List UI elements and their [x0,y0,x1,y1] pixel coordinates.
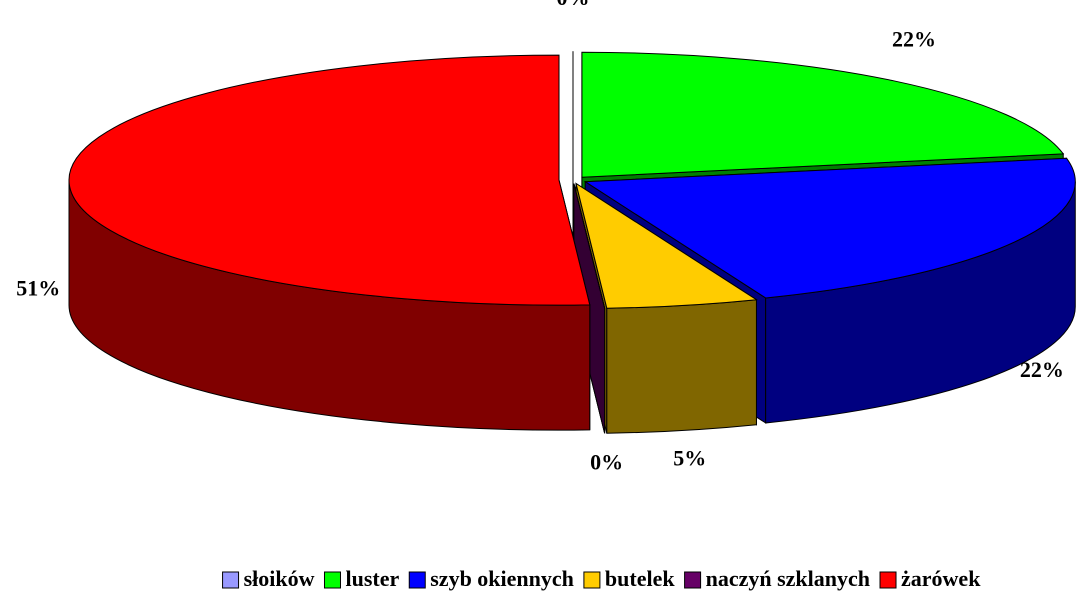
tops [68,51,1076,309]
legend-label: żarówek [901,566,981,591]
data-label: 0% [557,0,590,10]
legend-swatch [583,571,601,589]
legend-swatch [879,571,897,589]
legend-label: butelek [605,566,675,591]
legend-swatch [408,571,426,589]
legend-swatch [222,571,240,589]
data-label: 51% [16,276,60,301]
data-label: 22% [892,26,936,51]
legend: słoików luster szyb okiennych butelek naczyń… [222,566,981,591]
data-label: 5% [673,446,706,471]
legend-label: szyb okiennych [430,566,574,591]
legend-swatch [684,571,702,589]
sides [68,180,1076,434]
slice [583,157,1076,299]
data-label: 22% [1020,357,1064,382]
slice [68,54,591,306]
labels: 0% 22% 22% 5% 0% 51% [16,0,1064,475]
slice-side [606,299,757,434]
legend-label: naczyń szklanych [706,566,870,591]
legend-label: słoików [244,566,315,591]
slice [575,182,758,309]
legend-swatch [323,571,341,589]
data-label: 0% [590,450,623,475]
slice [581,51,1065,178]
legend-label: luster [345,566,399,591]
